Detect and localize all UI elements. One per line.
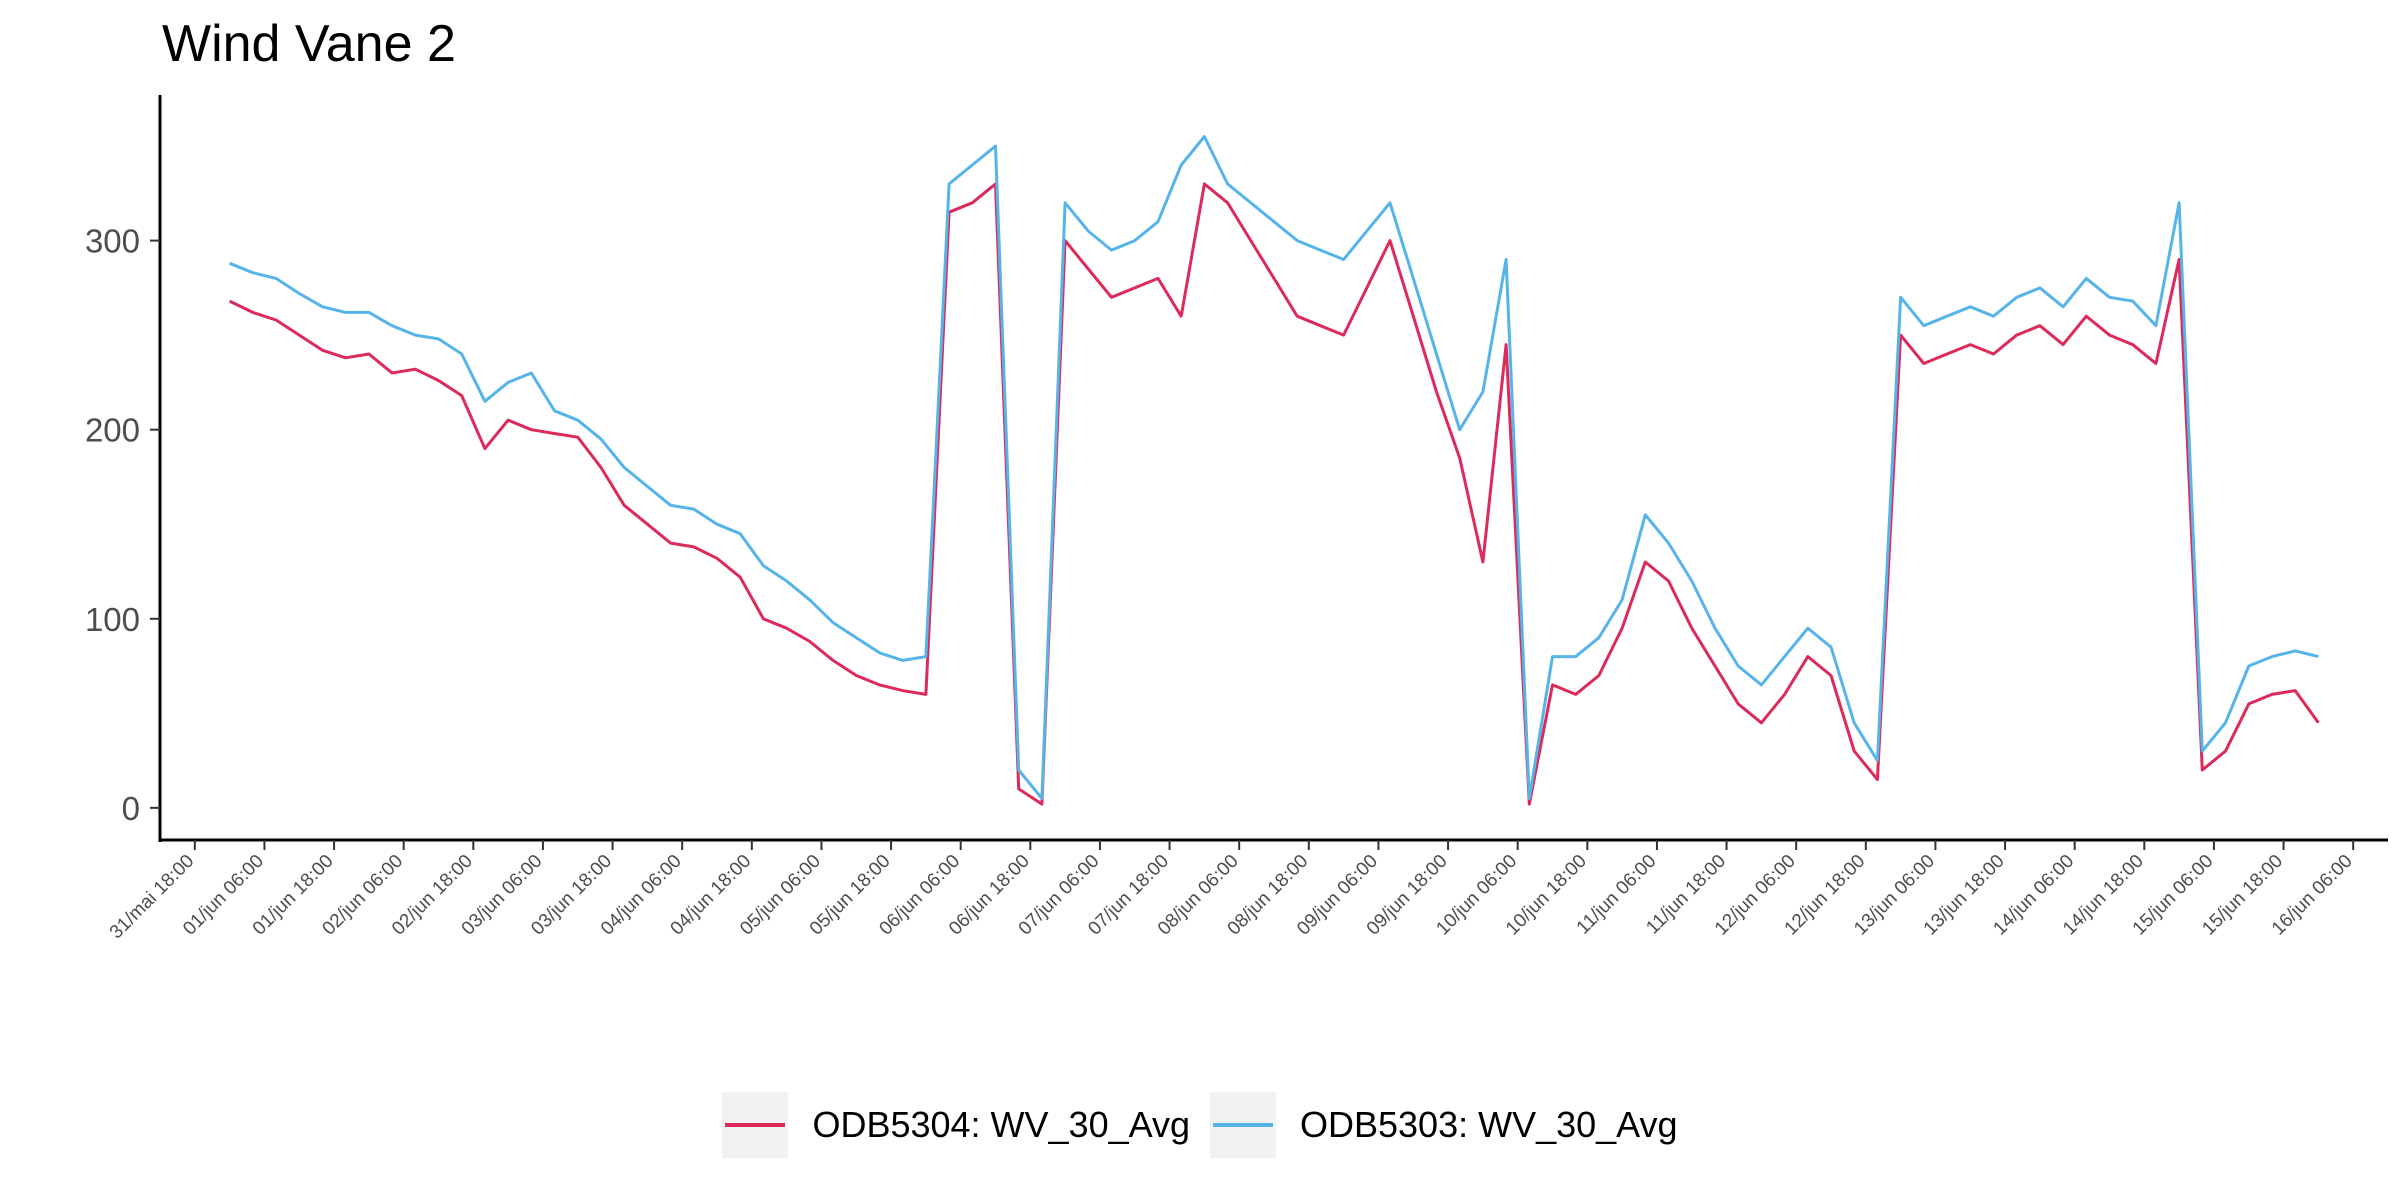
legend-key-odb5304 — [722, 1092, 789, 1158]
legend-item-odb5304: ODB5304: WV_30_Avg — [722, 1092, 1190, 1158]
y-tick-label: 100 — [85, 601, 140, 638]
legend-label-odb5303: ODB5303: WV_30_Avg — [1300, 1104, 1678, 1145]
y-tick-label: 0 — [122, 790, 140, 827]
chart-title: Wind Vane 2 — [162, 15, 456, 73]
legend-swatch-odb5304 — [725, 1123, 786, 1127]
legend-swatch-odb5303 — [1213, 1123, 1273, 1127]
series-line-odb5303 — [229, 135, 2319, 800]
y-tick-label: 200 — [85, 412, 140, 449]
legend-item-odb5303: ODB5303: WV_30_Avg — [1210, 1092, 1678, 1158]
legend-label-odb5304: ODB5304: WV_30_Avg — [812, 1104, 1190, 1145]
series-layer — [228, 135, 2320, 806]
y-tick-label: 300 — [85, 223, 140, 260]
legend-key-odb5303 — [1210, 1092, 1276, 1158]
series-line-odb5304 — [228, 182, 2320, 806]
legend: ODB5304: WV_30_Avg ODB5303: WV_30_Avg — [0, 1092, 2400, 1158]
